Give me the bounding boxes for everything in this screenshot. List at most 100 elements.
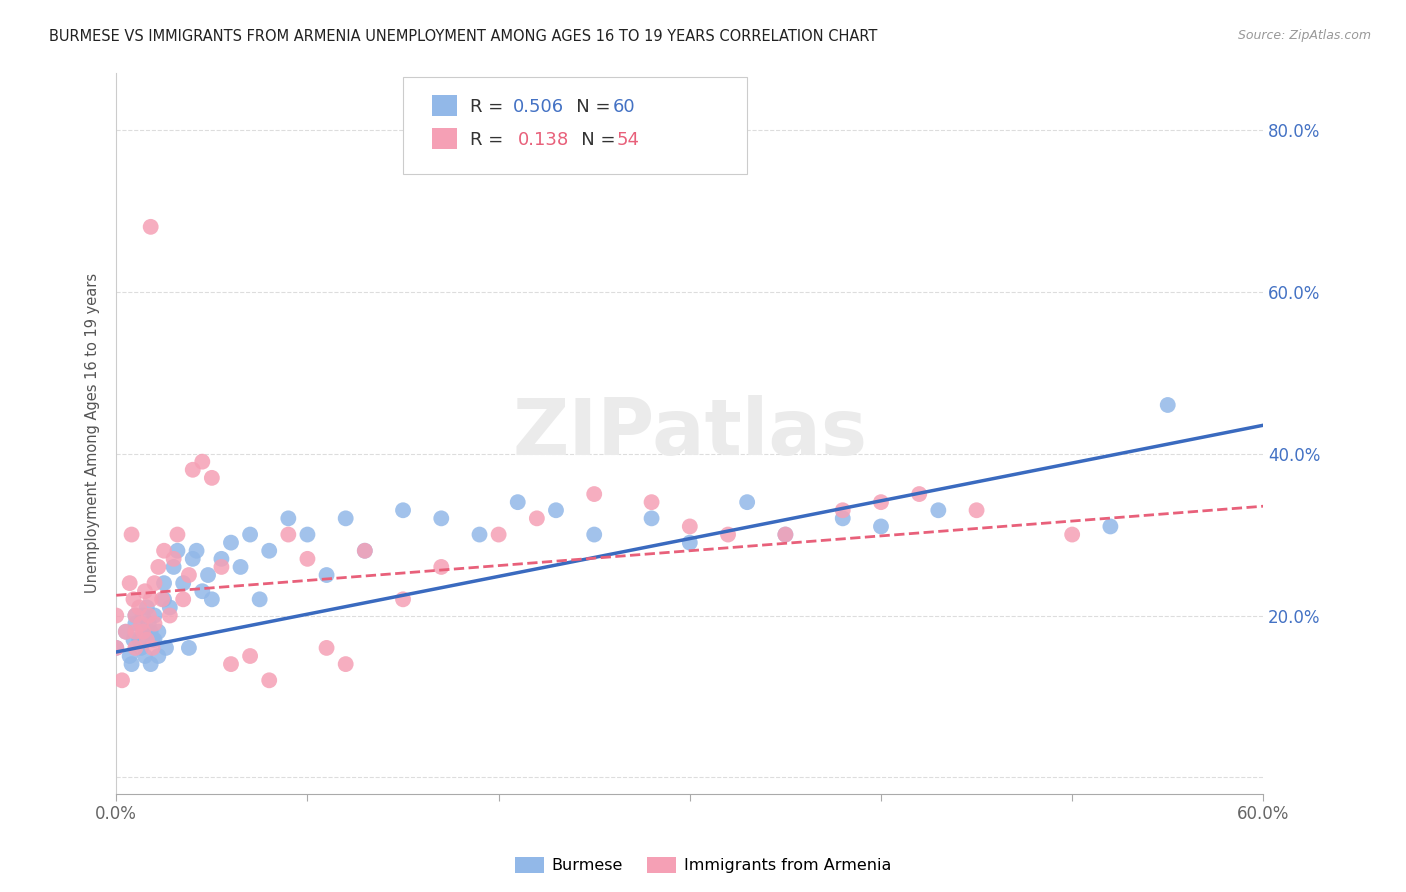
Text: R =: R =: [470, 98, 509, 116]
Point: [257, 673, 280, 688]
Point: [124, 608, 146, 623]
Text: 54: 54: [616, 131, 640, 149]
Point: [177, 640, 200, 655]
Point: [430, 511, 453, 525]
Point: [135, 632, 157, 647]
FancyBboxPatch shape: [432, 128, 457, 149]
Point: [148, 560, 170, 574]
Point: [526, 511, 548, 525]
Point: [148, 648, 170, 663]
Point: [831, 511, 853, 525]
Point: [335, 657, 357, 672]
Point: [105, 640, 128, 655]
Point: [143, 616, 166, 631]
Point: [197, 568, 219, 582]
Text: N =: N =: [560, 98, 616, 116]
Point: [155, 640, 177, 655]
Point: [297, 552, 319, 566]
Point: [153, 543, 176, 558]
Point: [679, 535, 702, 549]
Text: 0.138: 0.138: [517, 131, 569, 149]
Point: [139, 657, 162, 672]
Text: 60: 60: [613, 98, 636, 116]
Point: [162, 552, 184, 566]
Point: [105, 608, 128, 623]
Legend: Burmese, Immigrants from Armenia: Burmese, Immigrants from Armenia: [509, 850, 897, 880]
Point: [640, 495, 662, 509]
Point: [735, 495, 758, 509]
Point: [142, 640, 165, 655]
Point: [488, 527, 510, 541]
Point: [209, 552, 232, 566]
Point: [172, 576, 194, 591]
Point: [219, 657, 242, 672]
Point: [506, 495, 529, 509]
Point: [134, 584, 156, 599]
Point: [1157, 398, 1180, 412]
Point: [122, 592, 145, 607]
Text: 0.506: 0.506: [513, 98, 564, 116]
Point: [315, 568, 337, 582]
Point: [430, 560, 453, 574]
Point: [124, 640, 146, 655]
Point: [186, 543, 208, 558]
Point: [201, 471, 224, 485]
Point: [132, 608, 155, 623]
Point: [315, 640, 337, 655]
Point: [128, 632, 150, 647]
Point: [353, 543, 375, 558]
Point: [177, 568, 200, 582]
Point: [927, 503, 949, 517]
Point: [148, 624, 170, 639]
Point: [191, 455, 214, 469]
Point: [583, 527, 606, 541]
Point: [392, 503, 415, 517]
Point: [143, 608, 166, 623]
Point: [129, 616, 152, 631]
Point: [129, 640, 152, 655]
Point: [229, 560, 252, 574]
Point: [166, 527, 188, 541]
Text: Source: ZipAtlas.com: Source: ZipAtlas.com: [1237, 29, 1371, 42]
Point: [640, 511, 662, 525]
Point: [143, 576, 166, 591]
Point: [831, 503, 853, 517]
Point: [142, 632, 165, 647]
Point: [257, 543, 280, 558]
Y-axis label: Unemployment Among Ages 16 to 19 years: Unemployment Among Ages 16 to 19 years: [86, 273, 100, 593]
Point: [775, 527, 797, 541]
Point: [209, 560, 232, 574]
FancyBboxPatch shape: [404, 77, 747, 174]
Point: [249, 592, 271, 607]
Point: [679, 519, 702, 533]
Point: [143, 632, 166, 647]
Point: [181, 463, 204, 477]
Point: [966, 503, 988, 517]
Point: [153, 576, 176, 591]
Point: [181, 552, 204, 566]
Point: [134, 648, 156, 663]
Point: [124, 616, 146, 631]
Point: [191, 584, 214, 599]
Point: [139, 592, 162, 607]
Point: [124, 608, 146, 623]
Point: [908, 487, 931, 501]
Point: [153, 592, 176, 607]
Point: [277, 511, 299, 525]
Point: [138, 616, 160, 631]
Point: [121, 657, 143, 672]
Point: [111, 673, 134, 688]
Point: [239, 527, 262, 541]
Point: [544, 503, 567, 517]
Point: [1099, 519, 1122, 533]
Point: [118, 576, 141, 591]
Point: [138, 608, 160, 623]
Point: [353, 543, 375, 558]
Point: [132, 624, 155, 639]
Point: [335, 511, 357, 525]
Point: [124, 624, 146, 639]
Point: [583, 487, 606, 501]
Text: R =: R =: [470, 131, 515, 149]
Text: N =: N =: [564, 131, 621, 149]
Point: [118, 648, 141, 663]
